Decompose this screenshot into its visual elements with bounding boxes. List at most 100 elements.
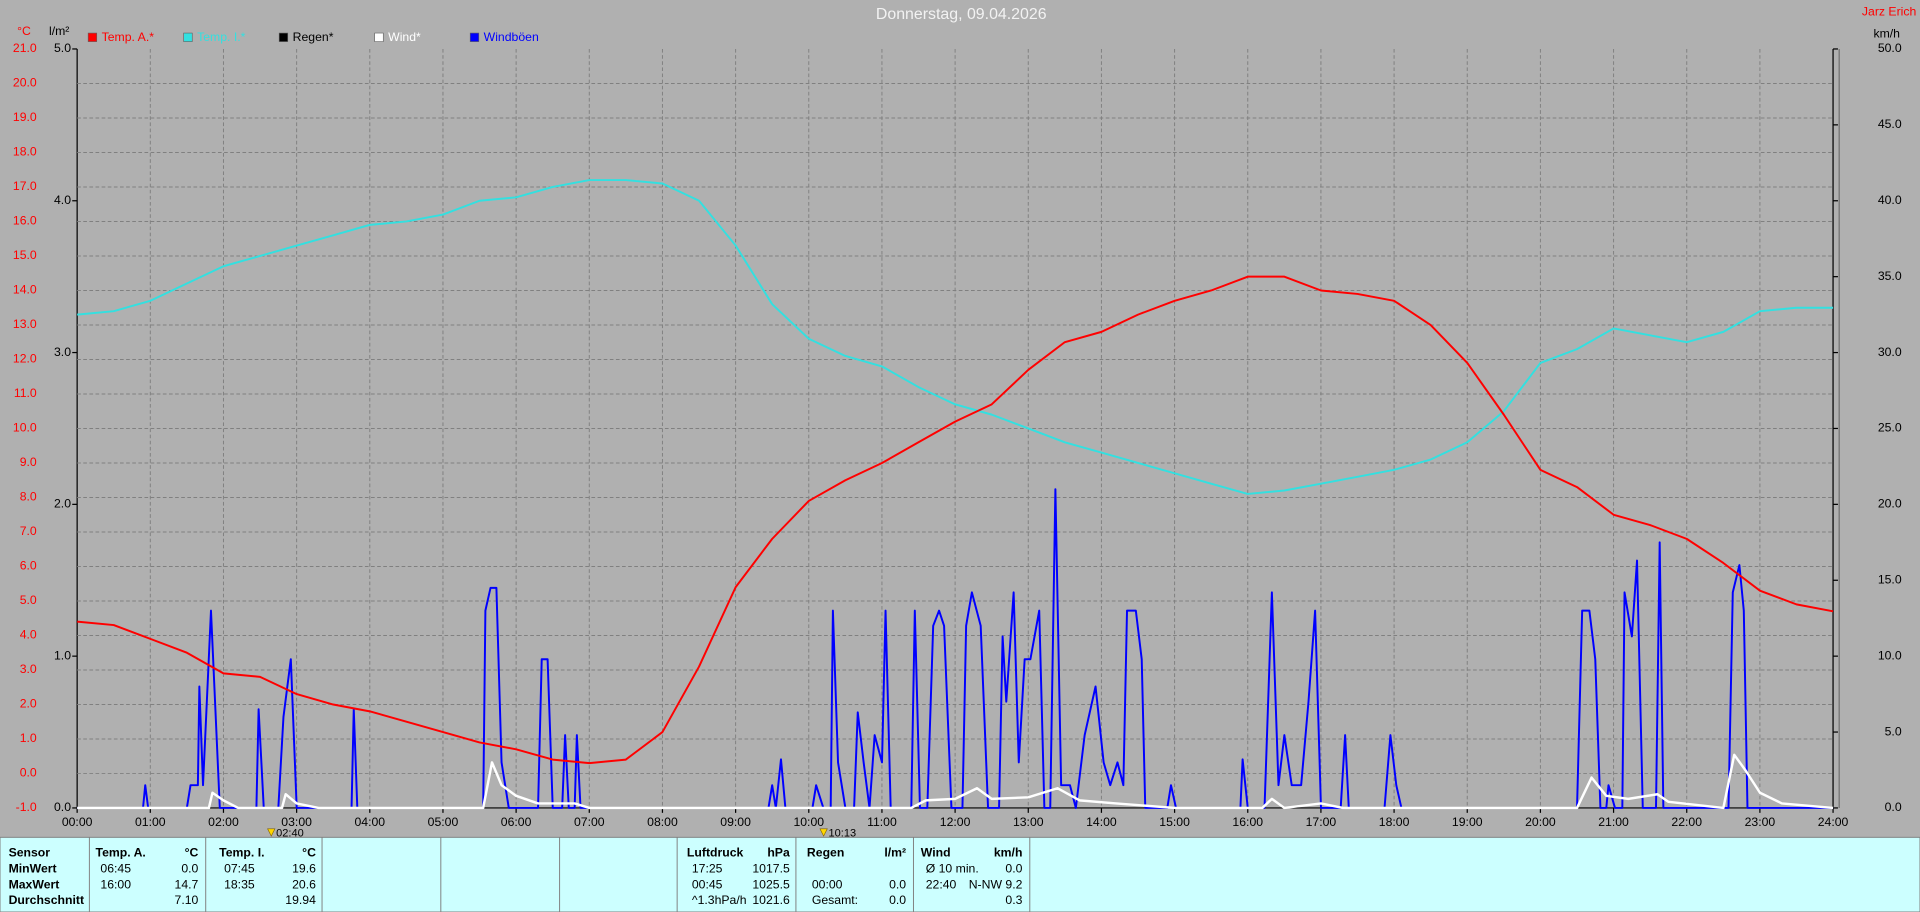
y3-tick-label: 45.0	[1878, 117, 1902, 131]
y-tick-label: 14.0	[13, 283, 37, 297]
y3-axis-label: km/h	[1873, 27, 1900, 41]
y3-tick-label: 0.0	[1885, 800, 1902, 814]
y-tick-label: -1.0	[16, 800, 37, 814]
table-unit: l/m²	[884, 845, 906, 859]
x-tick-label: 23:00	[1745, 815, 1776, 829]
y-tick-label: 10.0	[13, 421, 37, 435]
y2-tick-label: 3.0	[54, 345, 71, 359]
y-tick-label: 6.0	[20, 559, 37, 573]
table-cell: 1025.5	[752, 877, 790, 891]
x-tick-label: 16:00	[1232, 815, 1263, 829]
table-cell: 07:45	[224, 861, 255, 875]
stats-panel	[0, 836, 1920, 912]
series-line	[77, 753, 1834, 810]
series-line	[77, 488, 1834, 809]
x-tick-label: 01:00	[135, 815, 166, 829]
x-tick-label: 15:00	[1159, 815, 1190, 829]
table-header: Sensor	[9, 845, 51, 859]
y-tick-label: 16.0	[13, 214, 37, 228]
x-tick-label: 24:00	[1818, 815, 1849, 829]
annotation-label: 02:40	[276, 828, 304, 840]
annotation-marker	[819, 828, 828, 837]
legend-swatch	[278, 32, 289, 42]
row-label: MaxWert	[9, 877, 60, 891]
table-header: Wind	[921, 845, 951, 859]
x-tick-label: 21:00	[1598, 815, 1629, 829]
y-tick-label: 11.0	[14, 386, 37, 400]
y3-tick-label: 35.0	[1878, 269, 1902, 283]
row-label: MinWert	[9, 861, 57, 875]
table-unit: hPa	[767, 845, 790, 859]
table-cell: Gesamt:	[812, 893, 858, 907]
table-cell: 00:00	[812, 877, 843, 891]
table-unit: °C	[185, 845, 199, 859]
table-cell: N-NW 9.2	[969, 877, 1023, 891]
table-cell: 0.3	[1005, 893, 1022, 907]
y-tick-label: 7.0	[20, 524, 37, 538]
table-cell: 16:00	[100, 877, 131, 891]
y-tick-label: 4.0	[20, 628, 37, 642]
y3-tick-label: 50.0	[1878, 41, 1902, 55]
x-tick-label: 20:00	[1525, 815, 1556, 829]
y-tick-label: 1.0	[20, 731, 37, 745]
table-cell: 17:25	[692, 861, 723, 875]
y-tick-label: 2.0	[20, 697, 37, 711]
y2-tick-label: 2.0	[54, 497, 71, 511]
stats-table: Sensor MinWert MaxWert Durchschnitt Temp. A.…	[9, 845, 1023, 907]
y3-tick-label: 10.0	[1878, 648, 1902, 662]
table-cell: 19.6	[292, 861, 316, 875]
y-tick-label: 17.0	[13, 179, 37, 193]
x-tick-label: 04:00	[354, 815, 385, 829]
series-line	[77, 179, 1834, 495]
y3-tick-label: 25.0	[1878, 421, 1902, 435]
table-cell: 0.0	[889, 877, 906, 891]
author: Jarz Erich	[1862, 4, 1917, 18]
y-tick-label: 13.0	[13, 317, 37, 331]
x-tick-label: 11:00	[867, 815, 897, 829]
x-tick-label: 18:00	[1379, 815, 1410, 829]
table-header: Luftdruck	[687, 845, 744, 859]
row-label: Durchschnitt	[9, 893, 84, 907]
table-cell: 20.6	[292, 877, 316, 891]
table-unit: °C	[302, 845, 316, 859]
y-tick-label: 9.0	[20, 455, 37, 469]
table-header: Temp. A.	[96, 845, 146, 859]
annotation-marker	[267, 828, 276, 837]
y-tick-label: 3.0	[20, 662, 37, 676]
table-unit: km/h	[994, 845, 1023, 859]
legend: Temp. A.* Temp. I.* Regen* Wind* Windböen	[87, 30, 539, 44]
y3-tick-label: 30.0	[1878, 345, 1902, 359]
legend-label: Regen*	[293, 30, 334, 44]
legend-label: Wind*	[388, 30, 421, 44]
table-cell: Ø 10 min.	[926, 861, 979, 875]
table-cell: 14.7	[175, 877, 199, 891]
y-tick-label: 8.0	[20, 490, 37, 504]
legend-label: Temp. A.*	[102, 30, 155, 44]
y3-tick-label: 5.0	[1885, 724, 1902, 738]
y2-tick-label: 4.0	[54, 193, 71, 207]
legend-swatch	[469, 32, 480, 42]
y-axis-label: °C	[17, 24, 31, 38]
table-header: Temp. I.	[219, 845, 264, 859]
series-line	[77, 275, 1834, 765]
y2-tick-label: 0.0	[54, 800, 71, 814]
x-tick-label: 13:00	[1013, 815, 1044, 829]
table-cell: 18:35	[224, 877, 255, 891]
table-cell: 0.0	[181, 861, 198, 875]
x-tick-label: 17:00	[1306, 815, 1337, 829]
y2-tick-label: 1.0	[54, 648, 71, 662]
chart-title: Donnerstag, 09.04.2026	[876, 6, 1047, 23]
table-cell: 00:45	[692, 877, 723, 891]
legend-label: Windböen	[484, 30, 539, 44]
y-tick-label: 20.0	[13, 76, 37, 90]
grid: 00:00 01:00 02:00 03:00 04:00 05:00 06:00 07:00…	[13, 41, 1902, 839]
y2-tick-label: 5.0	[54, 41, 71, 55]
legend-swatch	[183, 32, 193, 42]
legend-swatch	[87, 32, 98, 42]
annotation-label: 10:13	[829, 828, 857, 840]
y-tick-label: 5.0	[20, 593, 37, 607]
y3-tick-label: 20.0	[1878, 497, 1902, 511]
x-tick-label: 07:00	[574, 815, 605, 829]
